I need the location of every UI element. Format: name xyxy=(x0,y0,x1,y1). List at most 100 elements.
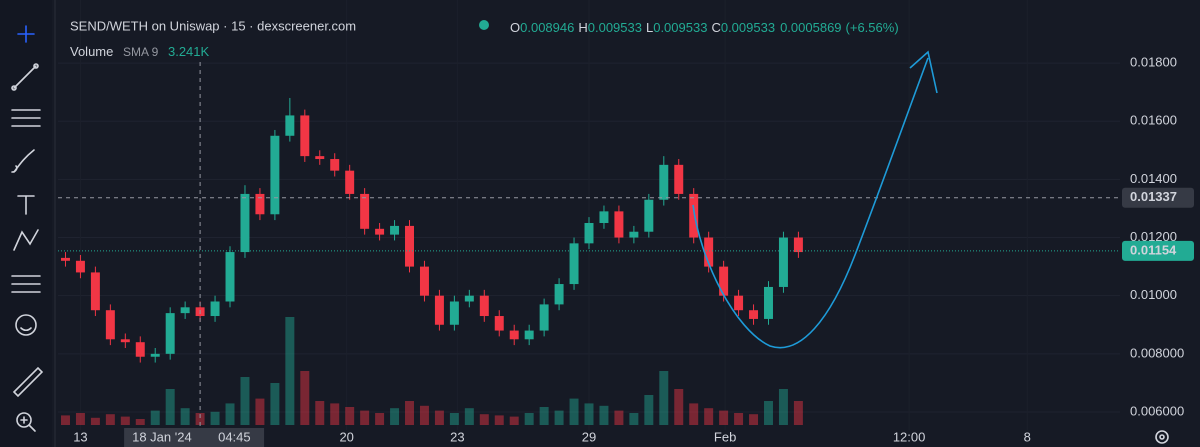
candle-body xyxy=(659,164,669,200)
y-tick-label: 0.01600 xyxy=(1130,113,1177,128)
emoji-tool[interactable] xyxy=(15,314,37,336)
volume-bar xyxy=(330,403,340,425)
candle-body xyxy=(494,316,504,331)
crosshair-price-label: 0.01337 xyxy=(1130,189,1177,204)
volume-bar xyxy=(449,413,459,425)
volume-bar xyxy=(659,371,669,425)
candle-body xyxy=(210,301,220,317)
candle-body xyxy=(644,199,654,232)
candle-body xyxy=(375,228,385,235)
candle-body xyxy=(345,170,355,194)
y-tick-label: 0.01800 xyxy=(1130,55,1177,70)
volume-bar xyxy=(629,413,639,425)
x-tick-label: 29 xyxy=(582,429,596,444)
volume-legend: Volume SMA 9 3.241K xyxy=(70,44,210,59)
candle-body xyxy=(674,164,684,194)
volume-bar xyxy=(360,410,370,425)
volume-bar xyxy=(240,377,250,425)
volume-bar xyxy=(479,414,489,425)
candle-body xyxy=(734,295,744,311)
candle-body xyxy=(120,339,130,343)
candle-body xyxy=(764,286,773,319)
crosshair-tool[interactable] xyxy=(17,25,35,43)
volume-label: Volume xyxy=(70,44,113,59)
volume-bar xyxy=(390,408,400,425)
candle-body xyxy=(479,295,489,317)
candle-body xyxy=(180,307,190,314)
brush-tool[interactable] xyxy=(11,149,35,173)
candle-body xyxy=(240,193,250,253)
volume-bar xyxy=(345,407,355,425)
candle-body xyxy=(330,159,340,171)
candle-body xyxy=(390,225,400,235)
volume-bar xyxy=(614,410,624,425)
pattern-tool[interactable] xyxy=(13,229,39,251)
y-tick-label: 0.008000 xyxy=(1130,345,1184,360)
candle-body xyxy=(599,211,609,223)
volume-bar xyxy=(524,413,534,425)
annotation-curve xyxy=(692,57,929,349)
volume-bar xyxy=(105,414,115,425)
volume-bar xyxy=(764,401,773,425)
volume-bar xyxy=(180,408,190,425)
volume-bar xyxy=(494,415,504,425)
candle-body xyxy=(434,295,444,325)
projection-tool[interactable] xyxy=(11,275,41,293)
x-tick-label: Feb xyxy=(714,429,736,444)
volume-bar xyxy=(689,403,699,425)
candle-body xyxy=(135,342,145,357)
candle-body xyxy=(554,284,564,305)
candle-body xyxy=(285,115,295,136)
change: 0.0005869 xyxy=(780,20,841,35)
candle-body xyxy=(165,313,175,354)
volume-bar xyxy=(509,416,519,425)
x-tick-label: 8 xyxy=(1024,429,1031,444)
candle-body xyxy=(60,257,70,261)
candle-body xyxy=(614,211,624,238)
crosshair-price-box xyxy=(1122,187,1194,208)
volume-bar xyxy=(793,401,803,425)
ohlc-legend: O0.008946 H0.009533 L0.009533 C0.009533 0.00… xyxy=(510,20,899,35)
y-tick-label: 0.01400 xyxy=(1130,171,1177,186)
volume-bar xyxy=(434,410,444,425)
candle-body xyxy=(464,295,474,302)
x-tick-label: 20 xyxy=(339,429,353,444)
candle-body xyxy=(793,237,803,253)
text-tool[interactable] xyxy=(17,195,35,215)
y-tick-label: 0.006000 xyxy=(1130,403,1184,418)
candle-body xyxy=(584,222,594,244)
measure-tool[interactable] xyxy=(12,366,44,398)
volume-bar xyxy=(419,405,429,425)
candle-body xyxy=(315,156,325,160)
candle-body xyxy=(719,266,729,296)
ohlc-value: 0.009533 xyxy=(721,20,775,35)
toolbar xyxy=(0,0,56,447)
settings-icon[interactable] xyxy=(1155,430,1169,444)
ohlc-key: O xyxy=(510,20,520,35)
volume-value: 3.241K xyxy=(168,44,210,59)
volume-bar xyxy=(255,398,265,425)
toolbar-bg xyxy=(0,0,52,447)
candle-body xyxy=(509,330,519,340)
line-tool[interactable] xyxy=(11,63,39,91)
x-tick-label: 13 xyxy=(73,429,87,444)
candle-body xyxy=(689,193,699,238)
ohlc-value: 0.008946 xyxy=(520,20,574,35)
volume-bar xyxy=(210,411,220,425)
candle-body xyxy=(150,353,160,357)
plot-area: 0.006000 0.008000 0.01000 0.01200 0.01400 0.0… xyxy=(58,0,1194,447)
candle-body xyxy=(539,304,549,331)
y-tick-label: 0.01200 xyxy=(1130,229,1177,244)
volume-bar xyxy=(569,398,579,425)
fib-tool[interactable] xyxy=(11,109,41,127)
volume-bar xyxy=(405,401,414,425)
candle-body xyxy=(300,115,310,157)
y-tick-label: 0.01000 xyxy=(1130,287,1177,302)
volume-bar xyxy=(719,410,729,425)
zoom-tool[interactable] xyxy=(16,412,36,432)
volume-bar xyxy=(120,416,130,425)
candle-body xyxy=(75,260,85,273)
